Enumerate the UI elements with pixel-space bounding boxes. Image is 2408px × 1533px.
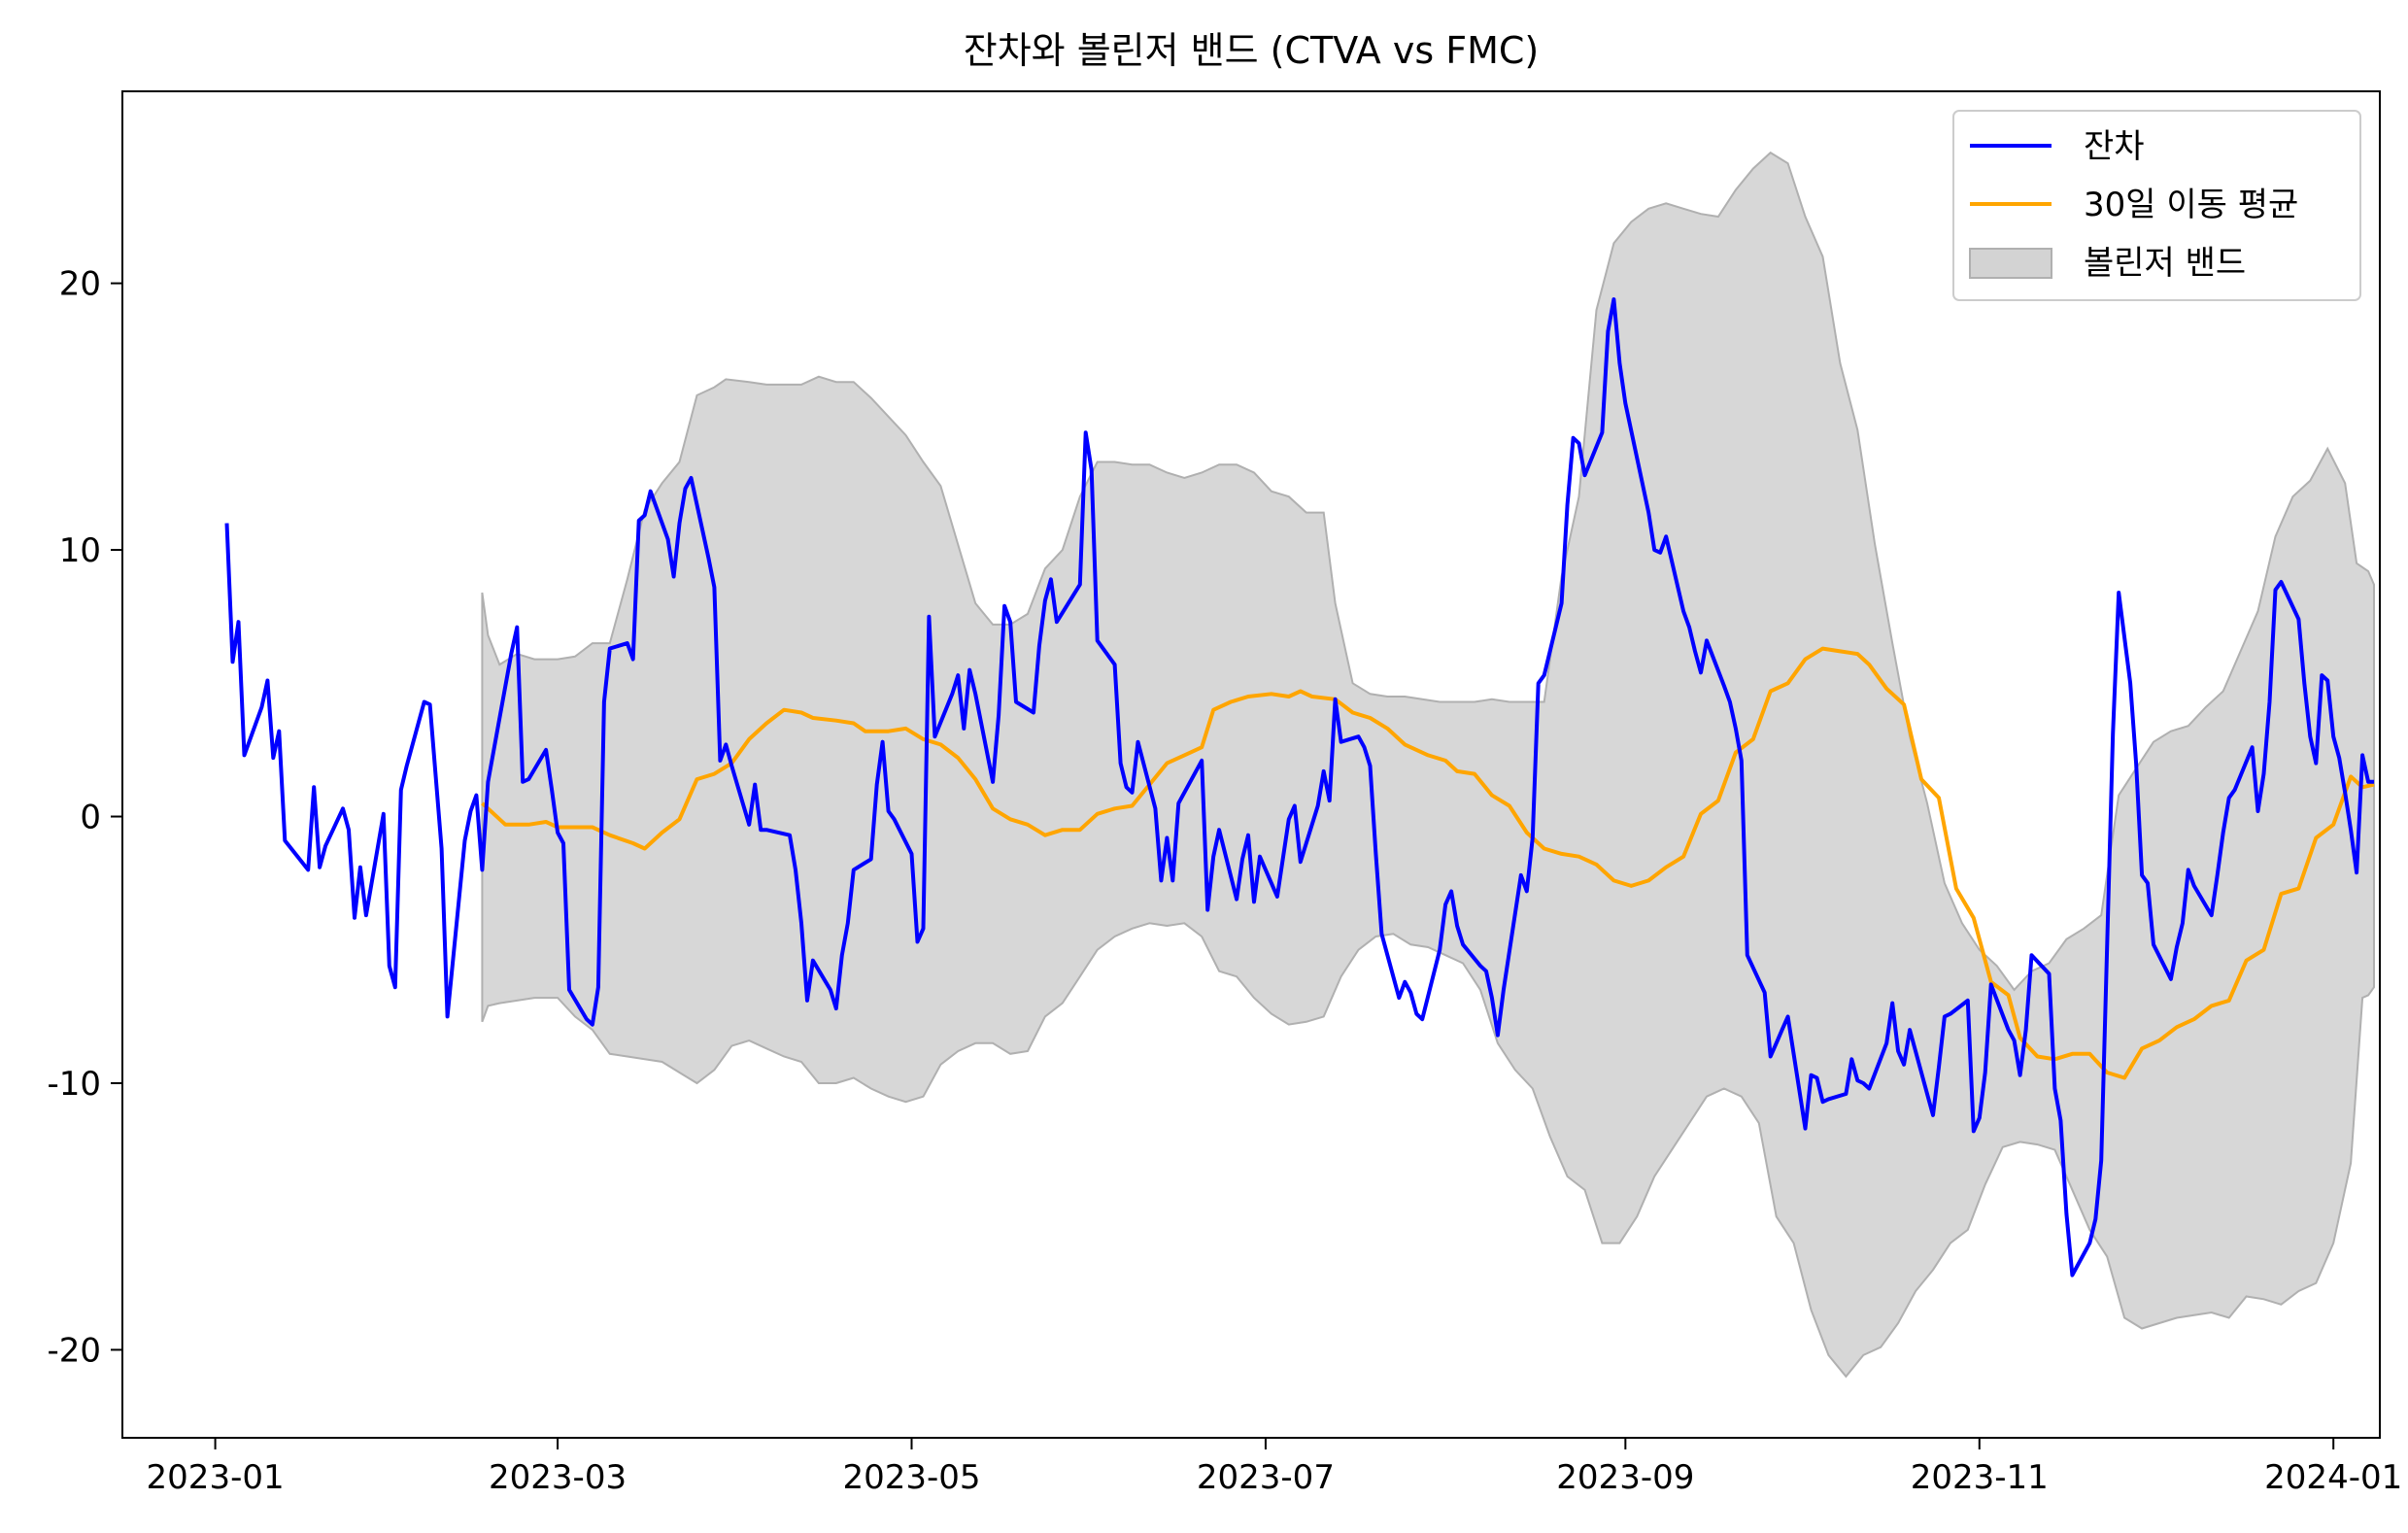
y-tick-label: 20 [59, 265, 101, 304]
legend-label-bollinger-band: 볼린저 밴드 [2084, 244, 2246, 283]
y-tick-label: -10 [47, 1065, 101, 1104]
legend-box [1952, 110, 2361, 301]
x-tick-label: 2023-11 [1911, 1458, 2049, 1497]
x-tick-label: 2023-07 [1197, 1458, 1335, 1497]
bollinger-band-layer [481, 151, 2375, 1379]
y-tick-label: -20 [47, 1331, 101, 1370]
y-axis: -20 -10 0 10 20 [47, 265, 122, 1370]
bollinger-band-area [481, 151, 2375, 1379]
y-tick-label: 0 [80, 799, 101, 837]
y-tick-label: 10 [59, 531, 101, 570]
legend-swatch-bollinger-band [1969, 248, 2052, 279]
x-tick-label: 2023-03 [489, 1458, 627, 1497]
x-tick-label: 2023-01 [147, 1458, 285, 1497]
residual-line [224, 297, 2374, 1278]
x-tick-label: 2023-05 [842, 1458, 980, 1497]
x-tick-label: 2024-01 [2264, 1458, 2402, 1497]
plot-area [224, 151, 2375, 1379]
residual-layer [224, 297, 2374, 1278]
x-tick-label: 2023-09 [1556, 1458, 1694, 1497]
legend-label-residual: 잔차 [2084, 127, 2145, 166]
x-axis: 2023-01 2023-03 2023-05 2023-07 2023-09 2023-… [147, 1438, 2402, 1497]
moving-average-layer [481, 646, 2375, 1080]
legend: 잔차 30일 이동 평균 볼린저 밴드 [1952, 110, 2361, 301]
moving-average-line [481, 646, 2375, 1080]
chart-title: 잔차와 볼린저 밴드 (CTVA vs FMC) [964, 29, 1540, 72]
legend-label-moving-average: 30일 이동 평균 [2084, 186, 2298, 224]
axes-frame [121, 90, 2381, 1439]
